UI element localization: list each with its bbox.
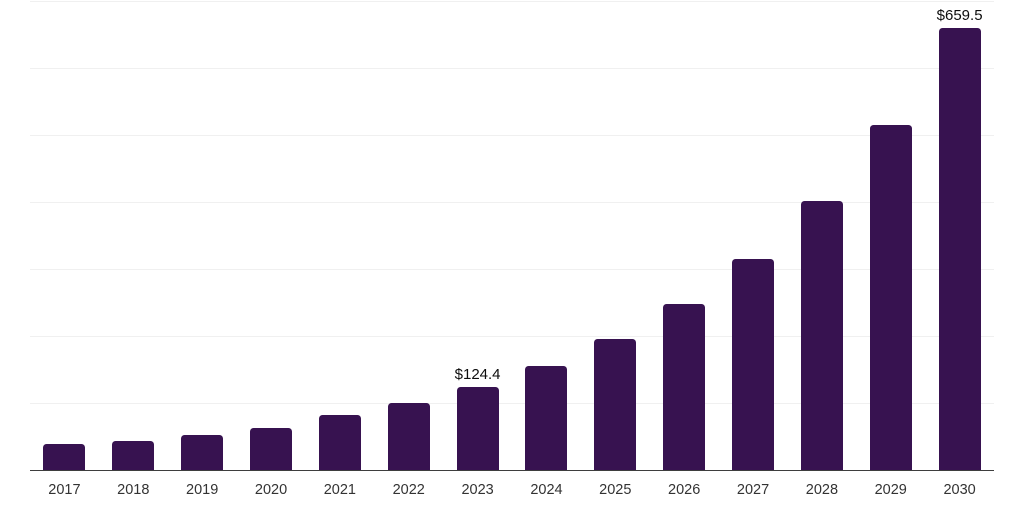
- bar-2020: [250, 427, 292, 470]
- x-tick-label-2021: 2021: [323, 482, 356, 498]
- x-tick-label-2029: 2029: [874, 482, 907, 498]
- x-tick-label-2028: 2028: [805, 482, 839, 498]
- gridline: [30, 269, 994, 270]
- bar-2017: [43, 443, 86, 470]
- gridline: [30, 135, 994, 136]
- x-tick-label-2025: 2025: [599, 482, 632, 498]
- bar-slot-2019: [168, 1, 237, 470]
- bar-2029: [869, 124, 912, 470]
- bar-slot-2018: [99, 1, 168, 470]
- x-tick-label-2024: 2024: [530, 482, 563, 498]
- bar-slot-2025: [581, 1, 650, 470]
- bar-2024: [525, 366, 568, 470]
- bar-slot-2020: [237, 1, 306, 470]
- x-tick-label-2020: 2020: [254, 482, 288, 498]
- x-tick-label-2027: 2027: [736, 482, 770, 498]
- bars-row: $124.4 $659.5: [30, 1, 994, 470]
- gridline: [30, 1, 994, 2]
- bar-2027: [732, 258, 775, 470]
- bar-slot-2021: [305, 1, 374, 470]
- bar-slot-2023: $124.4: [443, 1, 512, 470]
- gridline: [30, 336, 994, 337]
- bar-slot-2022: [374, 1, 443, 470]
- bar-slot-2024: [512, 1, 581, 470]
- data-label-2023: $124.4: [454, 365, 501, 383]
- plot-area: $124.4 $659.5: [30, 1, 994, 471]
- x-tick-label-2018: 2018: [117, 482, 150, 498]
- x-axis-line: [30, 469, 994, 471]
- x-tick-label-2023: 2023: [461, 482, 494, 498]
- bar-2030: [938, 28, 981, 470]
- bar-slot-2027: [719, 1, 788, 470]
- bar-2023: [456, 386, 499, 470]
- bar-slot-2017: [30, 1, 99, 470]
- bar-2022: [387, 403, 430, 470]
- bar-2026: [663, 303, 706, 470]
- bar-2025: [594, 338, 637, 470]
- x-tick-label-2022: 2022: [392, 482, 425, 498]
- x-tick-label-2019: 2019: [186, 482, 219, 498]
- bar-slot-2030: $659.5: [925, 1, 994, 470]
- bar-2018: [112, 440, 155, 470]
- bar-slot-2028: [787, 1, 856, 470]
- x-tick-label-2030: 2030: [943, 482, 976, 498]
- x-tick-label-2017: 2017: [48, 482, 81, 498]
- gridline: [30, 68, 994, 69]
- gridline: [30, 202, 994, 203]
- bar-2028: [800, 201, 843, 470]
- x-axis-labels: 2017 2018 2019 2020 2021 2022 2023 2024 2025 2026…: [30, 480, 994, 500]
- bar-2019: [181, 434, 224, 470]
- bar-2021: [318, 415, 361, 470]
- bar-slot-2029: [856, 1, 925, 470]
- data-label-2030: $659.5: [936, 7, 983, 25]
- gridline: [30, 403, 994, 404]
- bar-slot-2026: [650, 1, 719, 470]
- x-tick-label-2026: 2026: [668, 482, 701, 498]
